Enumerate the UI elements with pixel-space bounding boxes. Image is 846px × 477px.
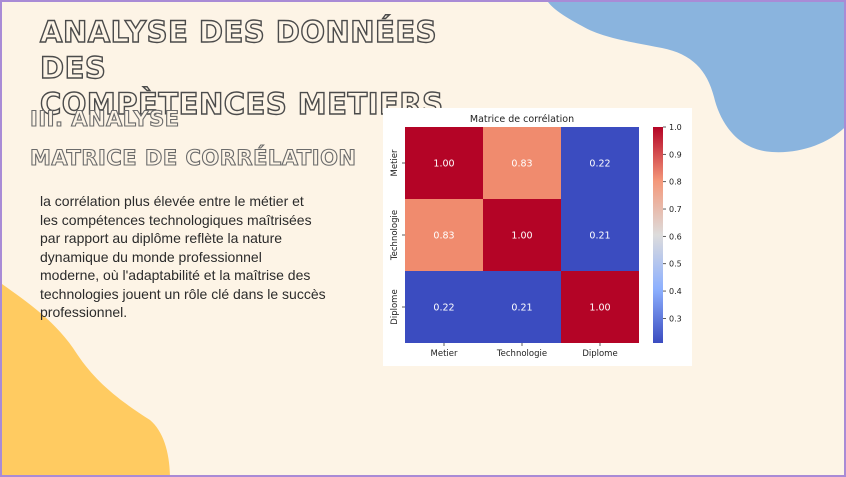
heatmap-cell (483, 127, 561, 199)
paragraph-line: les compétences technologiques maîtrisée… (40, 211, 312, 228)
colorbar-tick-label: 0.9 (669, 150, 682, 159)
heatmap-cell (405, 127, 483, 199)
paragraph-line: dynamique du monde professionnel (40, 248, 262, 265)
section-heading: III. ANALYSE (29, 106, 180, 131)
paragraph-line: par rapport au diplôme reflète la nature (40, 230, 283, 246)
y-tick-label: Metier (390, 149, 400, 176)
yellow-blob-shape (2, 284, 170, 475)
cell-value-label: 1.00 (589, 303, 610, 314)
heatmap-cell (483, 271, 561, 343)
cell-value-label: 0.83 (433, 231, 454, 242)
colorbar-tick-label: 0.4 (669, 287, 682, 296)
heatmap-cells: 1.00 0.83 0.22 0.83 1.00 0.21 0.22 0.21 1.00 (405, 127, 639, 343)
cell-value-label: 1.00 (511, 231, 532, 242)
heatmap-cell (561, 271, 639, 343)
x-tick-label: Metier (431, 349, 458, 359)
chart-title: Matrice de corrélation (470, 114, 574, 125)
blue-blob-shape (548, 2, 844, 153)
x-tick-label: Technologie (496, 349, 547, 359)
cell-value-label: 0.21 (511, 303, 532, 314)
paragraph-line: professionnel. (40, 304, 128, 320)
correlation-heatmap-card: Matrice de corrélation 1.00 0.83 0.22 0.83 1… (383, 108, 692, 366)
colorbar-tick-label: 0.8 (669, 178, 682, 187)
cell-value-label: 0.22 (589, 159, 610, 170)
subsection-heading: MATRICE DE CORRÉLATION (29, 145, 357, 170)
colorbar-ticks: 1.0 0.9 0.8 0.7 0.6 0.5 0.4 0.3 (663, 123, 682, 323)
paragraph-line: moderne, où l'adaptabilité et la maîtris… (40, 267, 311, 283)
slide-title: ANALYSE DES DONNÉES DES COMPÈTENCES METI… (39, 14, 500, 122)
heatmap-cell (483, 199, 561, 271)
colorbar-tick-label: 0.5 (669, 260, 682, 269)
y-axis-labels: Metier Technologie Diplome (390, 149, 405, 325)
heatmap-cell (405, 271, 483, 343)
colorbar-tick-label: 0.3 (669, 314, 682, 323)
cell-value-label: 0.83 (511, 159, 532, 170)
cell-value-label: 0.22 (433, 303, 454, 314)
analysis-paragraph: la corrélation plus élevée entre le méti… (40, 192, 350, 322)
heatmap-cell (561, 199, 639, 271)
x-axis-labels: Metier Technologie Diplome (431, 343, 618, 359)
x-tick-label: Diplome (582, 349, 617, 359)
colorbar-tick-label: 1.0 (669, 123, 682, 132)
title-line-2: COMPÈTENCES METIERS (39, 86, 444, 121)
colorbar-tick-label: 0.7 (669, 205, 682, 214)
heatmap-cell (405, 199, 483, 271)
cell-value-label: 0.21 (589, 231, 610, 242)
title-line-1: ANALYSE DES DONNÉES DES (39, 14, 438, 85)
heatmap-cell (561, 127, 639, 199)
colorbar (653, 127, 663, 343)
colorbar-tick-label: 0.6 (669, 232, 682, 241)
y-tick-label: Diplome (390, 289, 400, 324)
cell-value-label: 1.00 (433, 159, 454, 170)
y-tick-label: Technologie (390, 210, 400, 261)
paragraph-line: technologies jouent un rôle clé dans le … (40, 285, 326, 302)
correlation-heatmap: Matrice de corrélation 1.00 0.83 0.220.83 1… (390, 114, 682, 359)
paragraph-line: la corrélation plus élevée entre le méti… (40, 193, 304, 209)
